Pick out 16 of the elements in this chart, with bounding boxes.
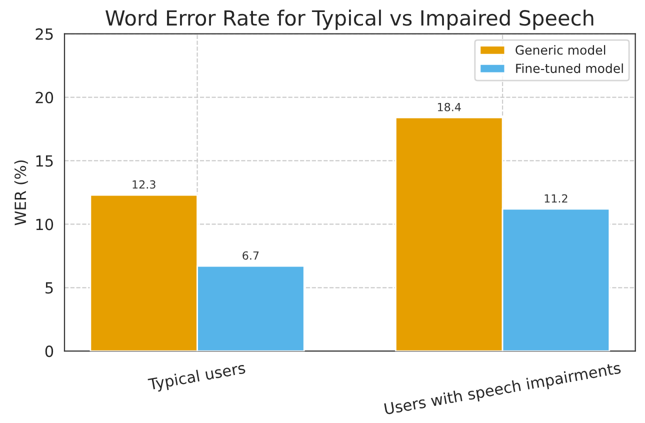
legend-label: Generic model: [516, 45, 606, 55]
legend-label: Fine-tuned model: [516, 63, 623, 74]
y-tick-label: 0: [45, 346, 54, 358]
data-label: 12.3: [132, 180, 156, 189]
data-label: 18.4: [438, 102, 461, 112]
data-label: 11.2: [544, 194, 568, 202]
chart-title: Word Error Rate for Typical vs Impaired Speech: [106, 10, 594, 30]
y-tick-label: 25: [36, 28, 53, 40]
x-tick-label: Users with speech impairments: [384, 362, 622, 418]
y-tick-label: 20: [36, 92, 54, 104]
y-tick-label: 15: [36, 155, 53, 167]
data-label: 6.7: [242, 251, 259, 260]
y-tick-label: 5: [46, 282, 53, 294]
y-axis-title: WER (%): [14, 160, 28, 226]
y-tick-label: 10: [36, 218, 54, 230]
x-tick-label: Typical users: [148, 362, 246, 394]
